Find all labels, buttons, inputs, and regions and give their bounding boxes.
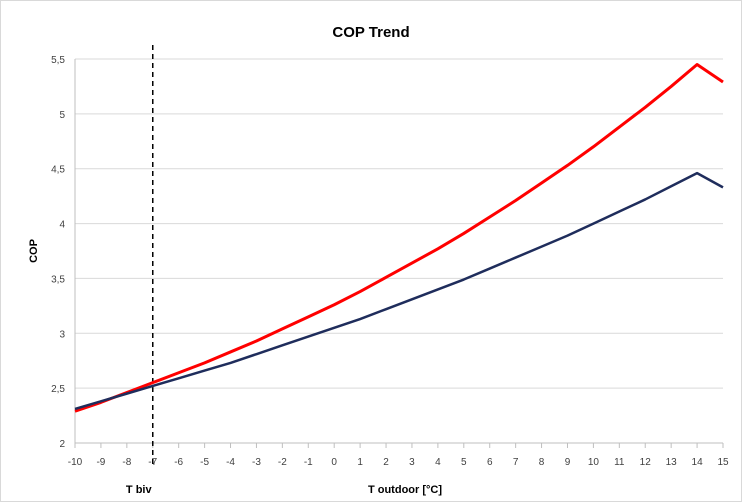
y-tick-label: 5 [59,110,65,121]
x-tick-label: -3 [252,457,261,468]
x-tick-label: -10 [68,457,83,468]
x-tick-label: -8 [122,457,131,468]
y-tick-label: 5,5 [51,55,65,66]
chart-title: COP Trend [332,24,409,41]
x-tick-label: 15 [717,457,729,468]
series-line-red [74,62,724,413]
y-tick-labels: 2 2,5 3 3,5 4 4,5 5 5,5 [51,55,65,450]
x-tick-label: -4 [226,457,235,468]
x-tick-label: 8 [539,457,545,468]
x-tick-labels: -10-9-8-7-6-5-4-3-2-10123456789101112131… [68,457,729,468]
y-axis-label: COP [28,239,40,263]
y-tick-label: 4 [59,220,65,231]
x-tick-label: -5 [200,457,209,468]
x-tick-label: 11 [614,457,625,468]
x-tick-label: 4 [435,457,441,468]
x-tick-label: -2 [278,457,287,468]
x-tick-label: 6 [487,457,493,468]
series-line-navy [74,171,724,411]
x-tick-label: 3 [409,457,415,468]
y-tick-label: 3 [59,329,65,340]
x-tick-label: 9 [565,457,571,468]
axes [74,59,724,448]
grid-lines [75,58,723,389]
y-tick-label: 4,5 [51,165,65,176]
x-tick-label: -6 [174,457,183,468]
x-axis-label: T outdoor [°C] [368,484,442,496]
x-tick-label: 12 [640,457,652,468]
x-tick-label: 2 [383,457,389,468]
x-tick-label: 0 [331,457,337,468]
x-tick-label: 7 [513,457,519,468]
series-lines [74,62,724,413]
y-tick-label: 2,5 [51,384,65,395]
x-tick-label: 13 [666,457,678,468]
y-tick-label: 3,5 [51,274,65,285]
y-tick-label: 2 [59,439,65,450]
marker-label: T biv [126,484,153,496]
x-tick-label: 10 [588,457,600,468]
x-tick-label: 5 [461,457,467,468]
x-tick-label: 14 [692,457,704,468]
x-tick-label: -1 [304,457,313,468]
x-tick-label: 1 [357,457,363,468]
x-tick-label: -9 [96,457,105,468]
